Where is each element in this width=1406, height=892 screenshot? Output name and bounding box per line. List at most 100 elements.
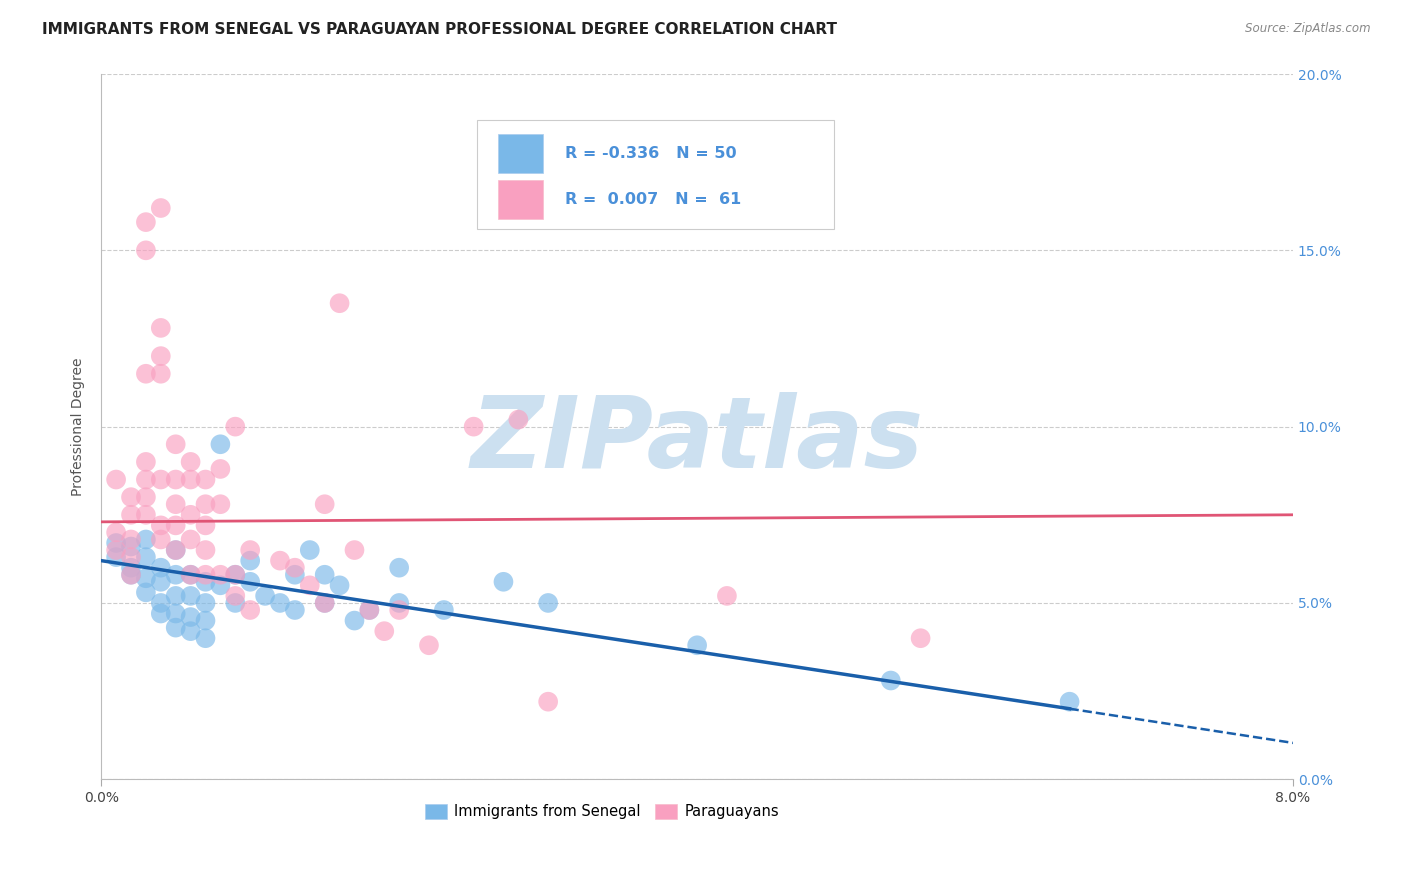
Point xyxy=(388,603,411,617)
Point xyxy=(239,554,262,568)
Point xyxy=(209,497,232,511)
Point xyxy=(269,554,291,568)
Point xyxy=(135,571,157,585)
Point xyxy=(284,603,307,617)
Point xyxy=(492,574,515,589)
Point xyxy=(180,455,202,469)
Point xyxy=(224,596,246,610)
Point xyxy=(180,473,202,487)
Point xyxy=(180,610,202,624)
Point xyxy=(135,215,157,229)
Point xyxy=(120,508,142,522)
Point xyxy=(194,567,217,582)
Point xyxy=(209,462,232,476)
Point xyxy=(165,437,187,451)
Point xyxy=(194,574,217,589)
Point xyxy=(135,244,157,258)
Point xyxy=(135,367,157,381)
Point xyxy=(149,560,172,574)
Point xyxy=(194,614,217,628)
Point xyxy=(329,296,352,310)
Point xyxy=(239,574,262,589)
Point xyxy=(165,589,187,603)
Point xyxy=(135,533,157,547)
Point xyxy=(508,412,530,426)
Point xyxy=(224,567,246,582)
Text: Source: ZipAtlas.com: Source: ZipAtlas.com xyxy=(1246,22,1371,36)
Point xyxy=(314,596,336,610)
Point xyxy=(135,585,157,599)
Point xyxy=(165,567,187,582)
Text: R =  0.007   N =  61: R = 0.007 N = 61 xyxy=(565,192,741,207)
Point xyxy=(105,473,128,487)
Text: R = -0.336   N = 50: R = -0.336 N = 50 xyxy=(565,146,737,161)
Point xyxy=(284,560,307,574)
Point xyxy=(686,638,709,652)
Point xyxy=(194,596,217,610)
Point xyxy=(135,508,157,522)
Point xyxy=(180,508,202,522)
Point xyxy=(298,543,321,558)
Point xyxy=(284,567,307,582)
Point xyxy=(135,455,157,469)
Legend: Immigrants from Senegal, Paraguayans: Immigrants from Senegal, Paraguayans xyxy=(419,797,785,825)
Point xyxy=(194,518,217,533)
Point xyxy=(314,497,336,511)
Point xyxy=(120,567,142,582)
Point xyxy=(149,607,172,621)
Point xyxy=(224,419,246,434)
Point xyxy=(105,536,128,550)
Point xyxy=(180,567,202,582)
Point xyxy=(880,673,903,688)
Point xyxy=(209,437,232,451)
Point xyxy=(537,695,560,709)
Point xyxy=(194,473,217,487)
Point xyxy=(359,603,381,617)
Point xyxy=(359,603,381,617)
Text: IMMIGRANTS FROM SENEGAL VS PARAGUAYAN PROFESSIONAL DEGREE CORRELATION CHART: IMMIGRANTS FROM SENEGAL VS PARAGUAYAN PR… xyxy=(42,22,837,37)
Point xyxy=(165,621,187,635)
Point xyxy=(537,596,560,610)
Point xyxy=(298,578,321,592)
Point xyxy=(105,543,128,558)
Point xyxy=(343,614,366,628)
Point xyxy=(135,490,157,504)
Point xyxy=(239,543,262,558)
Point xyxy=(209,567,232,582)
Point xyxy=(149,473,172,487)
Point xyxy=(910,631,932,645)
Point xyxy=(105,525,128,540)
Point xyxy=(149,533,172,547)
Point xyxy=(1059,695,1081,709)
Point xyxy=(239,603,262,617)
Point xyxy=(120,490,142,504)
Point xyxy=(194,631,217,645)
Point xyxy=(329,578,352,592)
Point xyxy=(224,567,246,582)
Point xyxy=(254,589,277,603)
Point xyxy=(149,321,172,335)
Point xyxy=(149,349,172,363)
Point xyxy=(165,607,187,621)
Point xyxy=(716,589,738,603)
Point xyxy=(120,533,142,547)
Point xyxy=(180,567,202,582)
Point xyxy=(180,624,202,639)
FancyBboxPatch shape xyxy=(498,134,543,173)
Point xyxy=(314,567,336,582)
Point xyxy=(149,201,172,215)
Point xyxy=(105,550,128,565)
Point xyxy=(209,578,232,592)
Point xyxy=(149,518,172,533)
Point xyxy=(418,638,440,652)
Point xyxy=(224,589,246,603)
Point xyxy=(373,624,395,639)
Y-axis label: Professional Degree: Professional Degree xyxy=(72,358,86,496)
Point xyxy=(269,596,291,610)
Point xyxy=(135,473,157,487)
Point xyxy=(433,603,456,617)
FancyBboxPatch shape xyxy=(477,120,834,229)
Point xyxy=(149,367,172,381)
Text: ZIPatlas: ZIPatlas xyxy=(471,392,924,489)
Point xyxy=(165,473,187,487)
